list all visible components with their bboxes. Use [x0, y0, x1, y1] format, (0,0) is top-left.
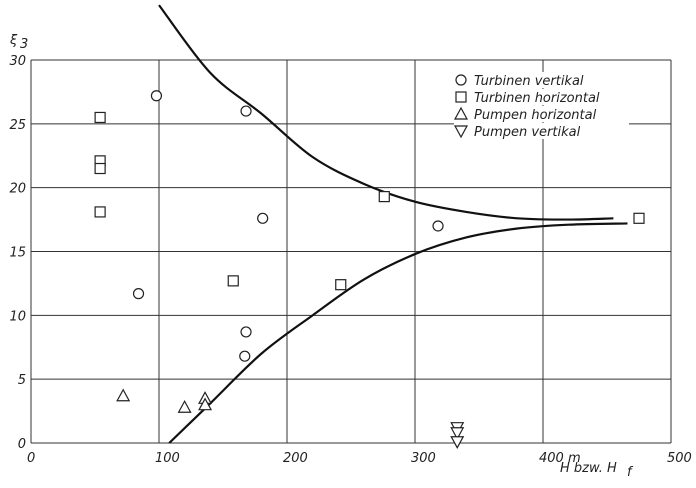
- legend-marker-square: [455, 91, 467, 103]
- y-tick-label: 5: [18, 373, 26, 388]
- data-point-square: [94, 206, 106, 218]
- x-tick-label: 200: [283, 451, 308, 466]
- legend-label: Turbinen vertikal: [474, 74, 584, 89]
- data-point-square: [335, 279, 347, 291]
- legend-label: Turbinen horizontal: [474, 91, 600, 106]
- data-point-triangle-up: [116, 388, 131, 402]
- data-point-square: [94, 111, 106, 124]
- y-tick-label: 20: [9, 182, 26, 197]
- legend-bg: [454, 123, 629, 139]
- x-axis-label-main: H bzw. H: [560, 461, 617, 476]
- upper-boundary-curve: [158, 4, 614, 221]
- legend-label: Pumpen horizontal: [474, 108, 597, 123]
- data-point-circle: [240, 326, 252, 338]
- y-tick-label: 30: [9, 54, 26, 69]
- data-point-triangle-down: [450, 436, 465, 449]
- x-tick-label: 100: [155, 451, 180, 466]
- data-points: [94, 90, 645, 449]
- data-point-triangle-down: [450, 427, 465, 441]
- x-tick-label: 400 m: [539, 451, 581, 466]
- legend-marker-circle: [455, 74, 467, 86]
- data-point-square: [94, 162, 106, 175]
- lower-boundary-curve: [168, 222, 628, 444]
- data-point-square: [633, 212, 645, 224]
- x-tick-label: 500: [667, 451, 692, 466]
- data-point-circle: [132, 288, 145, 300]
- legend-marker-triangle-up: [453, 106, 469, 120]
- boundary-curves: [158, 4, 628, 444]
- y-axis-label-main: ξ: [9, 33, 18, 48]
- legend-label: Pumpen vertikal: [474, 125, 581, 140]
- x-tick-label: 300: [411, 451, 436, 466]
- y-tick-label: 0: [18, 437, 26, 452]
- x-axis-label-sub: f: [627, 465, 634, 480]
- x-tick-label: 0: [27, 451, 35, 466]
- grid: [30, 59, 672, 444]
- y-axis-label-sub: 3: [20, 37, 28, 52]
- tick-labels: 0 100 200 300 400 m 500 0 5 10 15 20 25 30: [9, 54, 691, 466]
- data-point-circle: [240, 105, 252, 117]
- data-point-square: [227, 275, 239, 287]
- y-tick-label: 10: [9, 309, 26, 324]
- data-point-triangle-up: [177, 400, 192, 413]
- data-point-circle: [432, 220, 444, 232]
- legend: Turbinen vertikal Turbinen horizontal Pump…: [453, 72, 629, 140]
- legend-bg: [454, 106, 629, 122]
- y-tick-label: 15: [9, 246, 26, 261]
- data-point-circle: [239, 350, 251, 362]
- legend-bg: [454, 89, 629, 105]
- data-point-circle: [257, 212, 269, 224]
- legend-marker-triangle-down: [453, 125, 469, 139]
- data-point-triangle-up: [198, 397, 213, 411]
- legend-bg: [454, 72, 629, 88]
- y-tick-label: 25: [9, 118, 26, 133]
- data-point-circle: [150, 90, 163, 102]
- data-point-square: [378, 191, 390, 203]
